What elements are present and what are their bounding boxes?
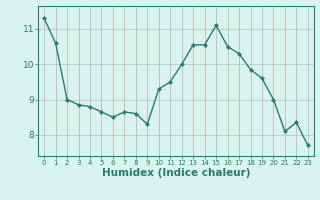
X-axis label: Humidex (Indice chaleur): Humidex (Indice chaleur) <box>102 168 250 178</box>
